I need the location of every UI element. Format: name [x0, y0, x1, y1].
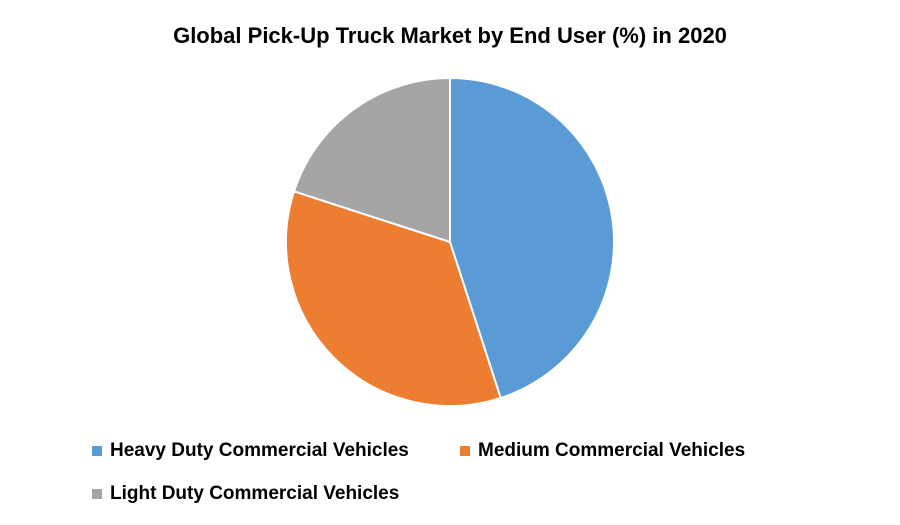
legend-swatch: [92, 489, 102, 499]
legend-label: Medium Commercial Vehicles: [478, 440, 745, 461]
pie-slice: [449, 76, 615, 400]
legend-swatch: [460, 446, 470, 456]
legend-swatch: [92, 446, 102, 456]
chart-title: Global Pick-Up Truck Market by End User …: [173, 23, 727, 48]
legend-label: Heavy Duty Commercial Vehicles: [110, 440, 409, 461]
pie-slice: [285, 190, 502, 407]
legend-label: Light Duty Commercial Vehicles: [110, 483, 399, 504]
pie-slice: [292, 76, 451, 244]
